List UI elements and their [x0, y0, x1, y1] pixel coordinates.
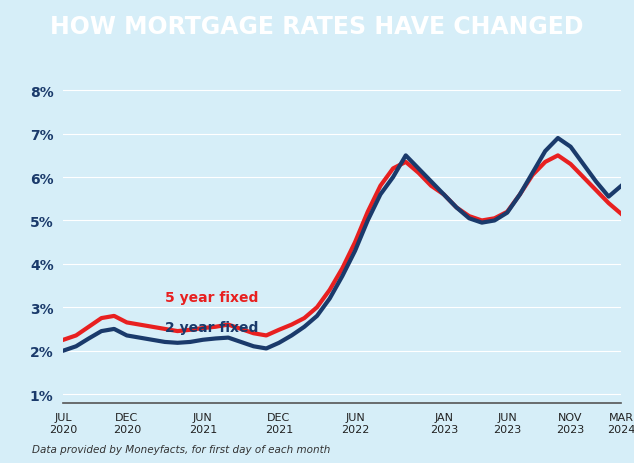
Text: Data provided by Moneyfacts, for first day of each month: Data provided by Moneyfacts, for first d…: [32, 444, 330, 454]
Text: 2 year fixed: 2 year fixed: [165, 320, 258, 334]
Text: HOW MORTGAGE RATES HAVE CHANGED: HOW MORTGAGE RATES HAVE CHANGED: [50, 15, 584, 38]
Text: 5 year fixed: 5 year fixed: [165, 290, 258, 304]
